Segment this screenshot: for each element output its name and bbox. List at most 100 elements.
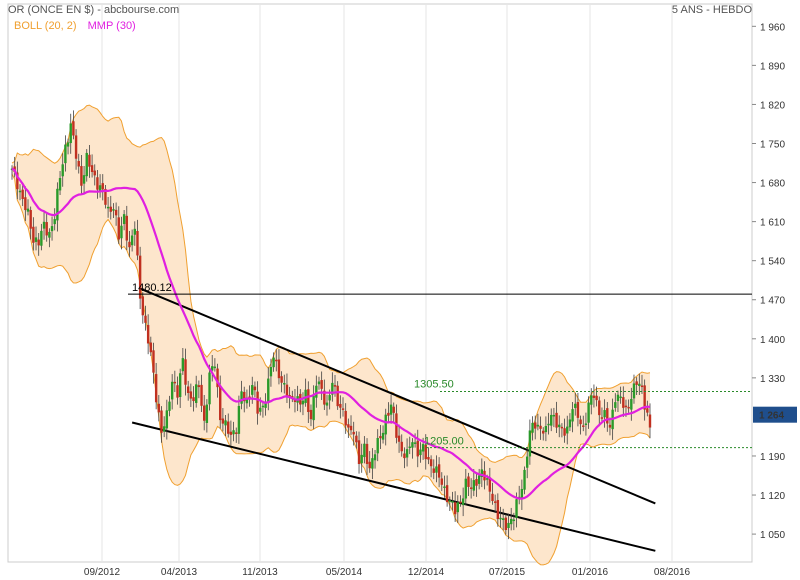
chart-title: OR (ONCE EN $) - abcbourse.com [8, 4, 180, 16]
candle-109 [301, 392, 305, 416]
candle-32 [96, 169, 99, 199]
candle-57 [162, 416, 166, 438]
xtick-label-4: 12/2014 [408, 567, 445, 578]
candle-207 [563, 418, 566, 443]
candle-216 [587, 396, 590, 429]
candle-204 [555, 401, 558, 433]
candle-40 [117, 206, 120, 245]
candle-124 [341, 397, 345, 417]
level-label-1205: 1205.00 [424, 436, 464, 448]
candle-11 [40, 223, 43, 251]
candle-172 [469, 478, 473, 499]
candle-105 [291, 390, 294, 403]
candle-133 [365, 438, 369, 476]
candle-81 [227, 413, 230, 438]
candle-213 [579, 415, 582, 435]
candle-232 [630, 387, 633, 421]
candle-27 [82, 166, 86, 194]
candle-135 [371, 448, 374, 480]
candle-193 [526, 447, 529, 479]
candle-117 [323, 379, 326, 410]
candle-4 [21, 182, 24, 207]
candle-134 [368, 451, 371, 473]
candle-35 [104, 184, 107, 209]
candle-97 [269, 358, 273, 387]
ytick-label-1750: 1 750 [760, 140, 785, 151]
plot-frame [7, 3, 753, 563]
xtick-label-0: 09/2012 [84, 567, 121, 578]
ytick-label-1960: 1 960 [760, 22, 785, 33]
candle-98 [272, 352, 275, 372]
candles [10, 110, 652, 540]
candle-54 [154, 362, 158, 410]
ytick-label-1540: 1 540 [760, 257, 785, 268]
candle-73 [205, 399, 209, 433]
ytick-label-1820: 1 820 [760, 100, 785, 111]
candle-228 [619, 386, 622, 404]
candle-166 [453, 491, 457, 522]
candle-167 [456, 495, 459, 523]
candle-199 [542, 427, 545, 441]
candle-152 [416, 429, 419, 468]
candle-217 [590, 388, 593, 415]
candle-113 [312, 385, 315, 430]
legend-boll: BOLL (20, 2) [14, 20, 77, 32]
candle-75 [211, 355, 214, 382]
candle-221 [600, 407, 604, 423]
candle-126 [347, 418, 350, 438]
candle-18 [58, 170, 62, 196]
candle-48 [138, 246, 142, 310]
candle-191 [520, 479, 524, 510]
xtick-label-6: 01/2016 [572, 567, 609, 578]
candle-210 [571, 401, 574, 433]
candle-21 [66, 138, 70, 155]
candle-160 [437, 457, 441, 488]
candle-26 [80, 154, 83, 195]
candle-206 [560, 423, 564, 438]
candle-226 [614, 393, 617, 412]
candle-39 [114, 202, 118, 226]
candle-130 [357, 431, 361, 474]
candle-72 [203, 394, 206, 431]
ytick-label-1400: 1 400 [760, 335, 785, 346]
candle-235 [638, 373, 641, 395]
candle-60 [170, 374, 174, 410]
candle-46 [133, 221, 136, 246]
candle-127 [349, 415, 353, 435]
candle-94 [261, 400, 265, 418]
legend: BOLL (20, 2) MMP (30) [14, 20, 144, 32]
candle-157 [429, 455, 433, 478]
candle-155 [424, 434, 427, 470]
candle-17 [56, 182, 59, 232]
candle-106 [293, 389, 297, 413]
ytick-label-1330: 1 330 [760, 374, 785, 385]
candle-223 [606, 402, 609, 432]
candle-173 [472, 469, 476, 497]
candle-112 [309, 404, 313, 427]
candle-179 [488, 467, 492, 503]
candle-239 [648, 403, 652, 439]
candle-140 [384, 408, 387, 446]
candle-6 [26, 199, 30, 216]
candle-84 [235, 427, 238, 443]
candle-229 [622, 386, 625, 417]
candle-3 [18, 184, 22, 201]
candle-158 [432, 459, 435, 480]
candle-28 [85, 149, 88, 182]
candle-170 [464, 469, 468, 506]
candle-53 [152, 342, 155, 384]
candle-125 [344, 403, 347, 434]
candle-174 [475, 472, 478, 497]
candle-161 [440, 472, 443, 492]
candle-150 [411, 438, 414, 459]
trendline-1 [131, 421, 656, 552]
candle-163 [445, 475, 449, 507]
bollinger-band [11, 104, 651, 566]
candle-227 [616, 390, 620, 413]
candle-95 [264, 393, 267, 416]
candle-5 [24, 186, 27, 222]
candle-51 [146, 314, 150, 355]
candle-111 [307, 381, 310, 423]
candle-162 [443, 475, 446, 498]
